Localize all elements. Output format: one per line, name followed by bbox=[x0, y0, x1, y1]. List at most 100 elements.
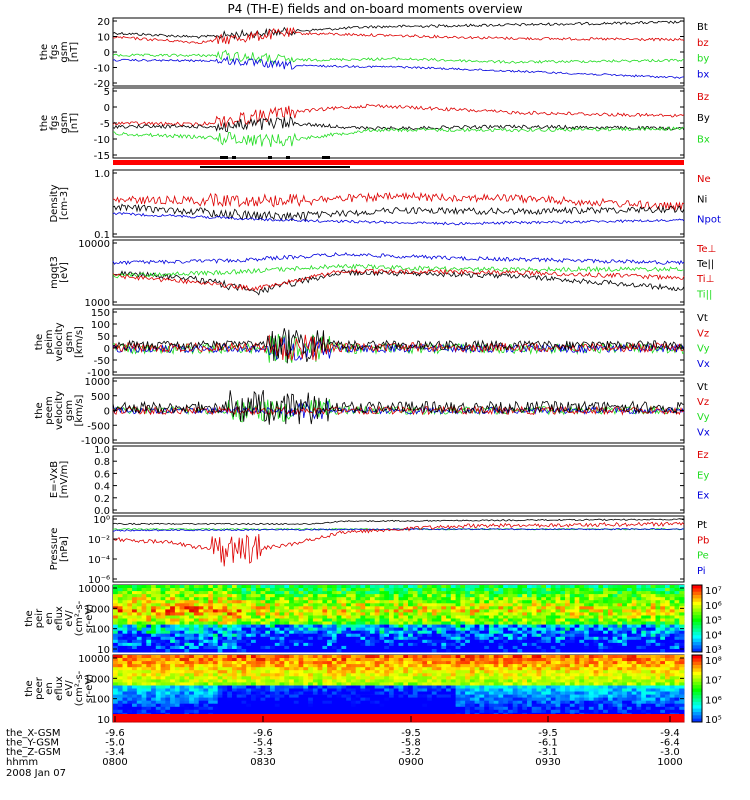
spectrogram-cell bbox=[365, 597, 371, 601]
spectrogram-cell bbox=[455, 682, 461, 686]
spectrogram-cell bbox=[284, 670, 290, 674]
spectrogram-cell bbox=[379, 600, 385, 604]
legend-entry: Vt bbox=[697, 382, 708, 393]
spectrogram-cell bbox=[270, 670, 276, 674]
spectrogram-cell bbox=[360, 603, 366, 607]
spectrogram-cell bbox=[512, 688, 518, 692]
spectrogram-cell bbox=[350, 658, 357, 662]
spectrogram-cell bbox=[222, 694, 228, 698]
spectrogram-cell bbox=[203, 667, 209, 671]
spectrogram-cell bbox=[384, 682, 390, 686]
spectrogram-cell bbox=[308, 685, 314, 689]
spectrogram-cell bbox=[312, 697, 319, 701]
spectrogram-cell bbox=[393, 594, 399, 598]
spectrogram-cell bbox=[450, 600, 456, 604]
spectrogram-cell bbox=[541, 703, 547, 708]
spectrogram-cell bbox=[455, 658, 461, 662]
spectrogram-cell bbox=[160, 615, 166, 619]
spectrogram-cell bbox=[541, 645, 547, 650]
spectrogram-cell bbox=[517, 664, 523, 668]
spectrogram-cell bbox=[198, 667, 204, 671]
spectrogram-cell bbox=[503, 609, 509, 613]
spectrogram-cell bbox=[284, 585, 290, 589]
spectrogram-cell bbox=[251, 633, 257, 638]
spectrogram-cell bbox=[189, 642, 195, 647]
y-axis-label: the bbox=[34, 402, 45, 418]
spectrogram-cell bbox=[588, 624, 594, 628]
spectrogram-cell bbox=[217, 603, 223, 607]
spectrogram-cell bbox=[289, 670, 295, 674]
spectrogram-cell bbox=[479, 667, 485, 671]
spectrogram-cell bbox=[165, 621, 171, 625]
spectrogram-cell bbox=[507, 588, 514, 592]
spectrogram-cell bbox=[645, 661, 652, 665]
spectrogram-cell bbox=[588, 676, 594, 680]
colorbar-cell bbox=[692, 591, 702, 596]
spectrogram-cell bbox=[251, 621, 257, 625]
spectrogram-cell bbox=[270, 664, 276, 668]
spectrogram-cell bbox=[360, 645, 366, 650]
spectrogram-cell bbox=[484, 597, 490, 601]
spectrogram-cell bbox=[584, 588, 590, 592]
spectrogram-cell bbox=[327, 667, 333, 671]
spectrogram-cell bbox=[336, 585, 342, 589]
spectrogram-cell bbox=[522, 603, 528, 607]
spectrogram-cell bbox=[522, 685, 528, 689]
spectrogram-cell bbox=[641, 636, 647, 641]
spectrogram-cell bbox=[431, 682, 437, 686]
spectrogram-cell bbox=[517, 673, 523, 677]
spectrogram-cell bbox=[193, 658, 200, 662]
spectrogram-cell bbox=[622, 639, 628, 644]
spectrogram-cell bbox=[665, 691, 671, 695]
spectrogram-cell bbox=[565, 615, 571, 619]
spectrogram-cell bbox=[498, 636, 504, 641]
spectrogram-cell bbox=[255, 636, 261, 641]
spectrogram-cell bbox=[607, 594, 614, 598]
spectrogram-cell bbox=[531, 649, 537, 653]
spectrogram-cell bbox=[669, 697, 675, 701]
spectrogram-cell bbox=[641, 679, 647, 683]
spectrogram-cell bbox=[193, 655, 200, 659]
spectrogram-cell bbox=[655, 703, 661, 708]
spectrogram-cell bbox=[650, 697, 656, 701]
spectrogram-cell bbox=[603, 639, 609, 644]
spectrogram-cell bbox=[141, 585, 147, 589]
spectrogram-cell bbox=[474, 633, 480, 638]
spectrogram-cell bbox=[331, 606, 338, 610]
spectrogram-cell bbox=[541, 700, 547, 705]
spectrogram-cell bbox=[298, 591, 304, 595]
spectrogram-cell bbox=[584, 691, 590, 695]
spectrogram-cell bbox=[322, 636, 328, 641]
spectrogram-cell bbox=[631, 606, 637, 610]
spectrogram-cell bbox=[469, 621, 476, 625]
spectrogram-cell bbox=[279, 667, 285, 671]
spectrogram-cell bbox=[450, 673, 456, 677]
spectrogram-cell bbox=[584, 609, 590, 613]
y-axis-label: gsm bbox=[59, 41, 70, 62]
spectrogram-cell bbox=[317, 624, 323, 628]
spectrogram-cell bbox=[441, 670, 447, 674]
spectrogram-cell bbox=[236, 700, 242, 705]
spectrogram-cell bbox=[179, 594, 185, 598]
spectrogram-cell bbox=[626, 618, 633, 622]
spectrogram-cell bbox=[517, 658, 523, 662]
spectrogram-cell bbox=[522, 700, 528, 705]
spectrogram-cell bbox=[541, 679, 547, 683]
spectrogram-cell bbox=[645, 600, 652, 604]
spectrogram-cell bbox=[593, 618, 599, 622]
spectrogram-cell bbox=[365, 673, 371, 677]
spectrogram-cell bbox=[113, 703, 119, 708]
spectrogram-cell bbox=[607, 624, 614, 628]
spectrogram-cell bbox=[655, 655, 661, 659]
spectrogram-cell bbox=[151, 618, 157, 622]
spectrogram-cell bbox=[270, 633, 276, 638]
spectrogram-cell bbox=[384, 630, 390, 635]
spectrogram-cell bbox=[151, 673, 157, 677]
spectrogram-cell bbox=[379, 645, 385, 650]
spectrogram-cell bbox=[674, 618, 680, 622]
spectrogram-cell bbox=[260, 603, 266, 607]
spectrogram-cell bbox=[660, 618, 666, 622]
spectrogram-cell bbox=[626, 624, 633, 628]
legend-entry: Vz bbox=[697, 397, 709, 408]
spectrogram-cell bbox=[284, 630, 290, 635]
